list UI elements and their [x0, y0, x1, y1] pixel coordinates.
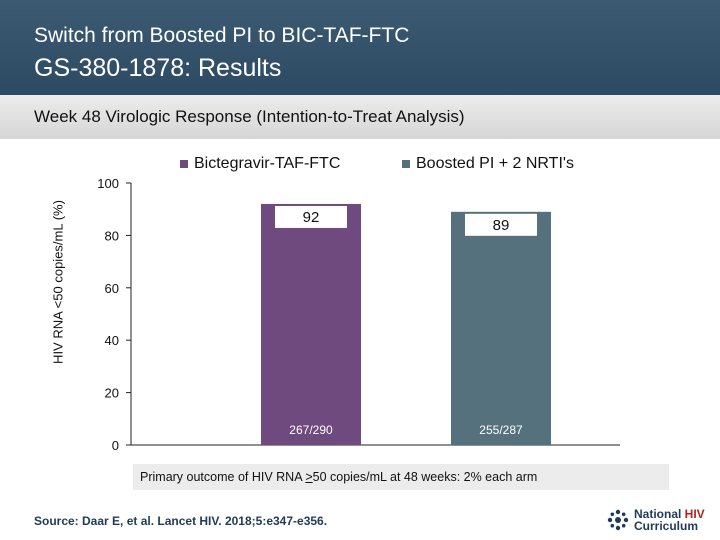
- y-tick-label-100: 100: [97, 176, 119, 191]
- logo-icon: [607, 509, 629, 531]
- section-heading: Week 48 Virologic Response (Intention-to…: [34, 107, 465, 126]
- footnote-box: Primary outcome of HIV RNA >50 copies/mL…: [133, 464, 669, 490]
- bar-fraction-label-2: 255/287: [479, 423, 523, 437]
- bar-value-box-1: [275, 205, 347, 228]
- bar-value-label-2: 89: [493, 217, 510, 234]
- y-tick-label-0: 0: [112, 438, 119, 453]
- logo-text: National HIV Curriculum: [634, 508, 705, 532]
- y-tick-label-60: 60: [105, 281, 119, 296]
- bar-value-label-1: 92: [303, 209, 320, 226]
- logo-hiv: HIV: [684, 507, 705, 521]
- legend-swatch-bic: [180, 160, 188, 168]
- legend-label-bic: Bictegravir-TAF-FTC: [194, 155, 341, 172]
- bar-1: [261, 203, 361, 445]
- y-tick-label-20: 20: [105, 386, 119, 401]
- legend-label-pi: Boosted PI + 2 NRTI's: [416, 155, 574, 172]
- legend-item-pi: Boosted PI + 2 NRTI's: [402, 155, 574, 173]
- slide-title: GS-380-1878: Results: [34, 54, 282, 82]
- y-tick-label-40: 40: [105, 333, 119, 348]
- logo-national: National: [634, 507, 685, 521]
- curriculum-logo: National HIV Curriculum: [606, 508, 705, 532]
- logo-curriculum: Curriculum: [634, 519, 699, 533]
- source-citation: Source: Daar E, et al. Lancet HIV. 2018;…: [34, 514, 328, 528]
- bar-fraction-label-1: 267/290: [289, 423, 333, 437]
- footnote-text-start: Primary outcome of HIV RNA: [140, 470, 306, 484]
- y-tick-label-80: 80: [105, 228, 119, 243]
- footnote-underlined: >: [305, 470, 313, 484]
- slide-subtitle: Switch from Boosted PI to BIC-TAF-FTC: [34, 24, 410, 47]
- legend-swatch-pi: [402, 160, 410, 168]
- footnote-text-end: 50 copies/mL at 48 weeks: 2% each arm: [312, 470, 538, 484]
- bar-value-box-2: [465, 213, 537, 236]
- header-bar: [0, 0, 720, 95]
- legend-item-bic: Bictegravir-TAF-FTC: [180, 155, 340, 173]
- bar-2: [451, 211, 551, 445]
- section-band: [0, 95, 720, 139]
